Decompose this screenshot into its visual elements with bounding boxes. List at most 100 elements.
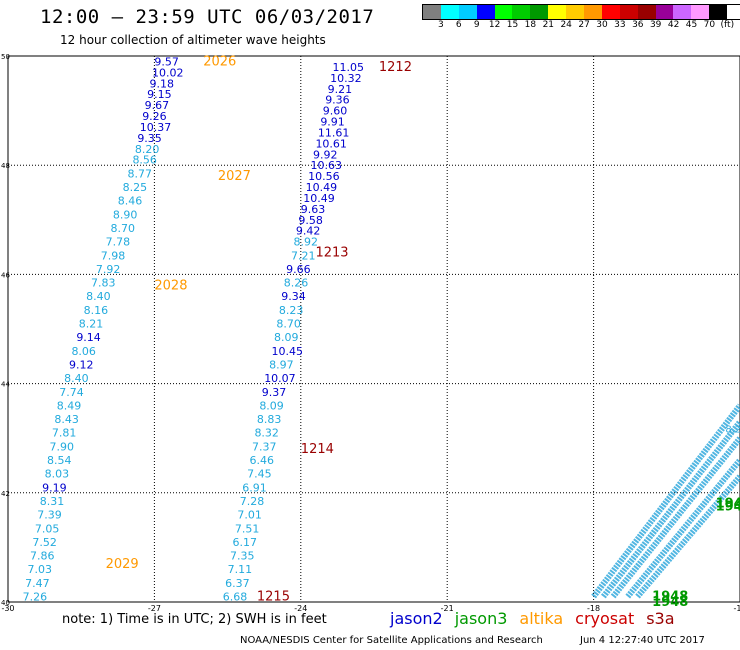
swh-value-label: 9.66 — [286, 263, 311, 276]
y-tick-label: 46 — [1, 271, 10, 279]
swh-value-label: 9.57 — [154, 55, 179, 68]
color-scale-label: 27 — [578, 20, 590, 30]
credit-line: NOAA/NESDIS Center for Satellite Applica… — [240, 635, 543, 646]
cycle-label: 2028 — [154, 278, 187, 293]
swh-value-label: 7.74 — [59, 386, 84, 399]
swh-value-label: 9.18 — [150, 77, 175, 90]
color-scale-label: 70 — [703, 20, 716, 30]
swh-value-label: 10.49 — [303, 192, 335, 205]
swh-value-label: 8.40 — [64, 372, 89, 385]
x-tick-label: -15 — [733, 604, 740, 613]
x-tick-label: -30 — [1, 604, 14, 613]
swh-value-label: 8.97 — [269, 358, 294, 371]
swh-value-label: 8.77 — [128, 167, 153, 180]
color-scale-label: 42 — [667, 20, 680, 30]
color-scale-label: 36 — [632, 20, 644, 30]
swh-value-label: 8.92 — [293, 236, 318, 249]
swh-value-label: 8.21 — [79, 318, 104, 331]
swh-value-label: 9.34 — [281, 290, 306, 303]
swh-value-label: 8.43 — [54, 413, 79, 426]
swh-value-label: 9.35 — [137, 132, 162, 145]
plot-frame — [7, 55, 740, 603]
swh-value-label: 8.06 — [71, 345, 96, 358]
color-scale-cell — [566, 5, 585, 19]
color-scale-label: (ft) — [720, 20, 735, 30]
x-tick-label: -21 — [441, 604, 454, 613]
color-scale-cell — [548, 5, 567, 19]
dense-track — [625, 458, 740, 599]
swh-value-label: 10.32 — [330, 72, 362, 85]
color-scale-cell — [440, 5, 459, 19]
swh-value-label: 8.16 — [84, 304, 109, 317]
generated-time: Jun 4 12:27:40 UTC 2017 — [580, 635, 705, 646]
color-scale-cell — [637, 5, 656, 19]
color-scale-label: 15 — [506, 20, 519, 30]
color-scale-label: 33 — [614, 20, 626, 30]
color-scale-label: 12 — [488, 20, 501, 30]
swh-value-label: 8.09 — [259, 399, 284, 412]
color-scale-cell — [494, 5, 513, 19]
color-scale-bar — [422, 4, 740, 20]
swh-value-label: 10.61 — [315, 137, 347, 150]
cycle-label: 1948 — [652, 595, 688, 610]
swh-value-label: 9.36 — [325, 94, 350, 107]
color-scale-label: 21 — [542, 20, 555, 30]
swh-value-label: 10.45 — [272, 345, 304, 358]
swh-value-label: 7.03 — [28, 563, 53, 576]
swh-value-label: 6.68 — [223, 591, 248, 604]
y-tick-label: 44 — [1, 381, 10, 389]
swh-value-label: 8.26 — [284, 277, 309, 290]
color-scale-cell — [727, 5, 740, 19]
swh-value-label: 9.58 — [298, 214, 323, 227]
swh-value-label: 9.21 — [328, 83, 353, 96]
swh-value-label: 7.45 — [247, 468, 272, 481]
cycle-label: 2029 — [106, 557, 139, 572]
color-scale-cell — [619, 5, 638, 19]
dense-track — [610, 436, 740, 599]
swh-value-label: 6.46 — [250, 454, 275, 467]
satellite-legend: jason2 jason3 altika cryosat s3a — [390, 609, 687, 628]
x-tick-label: -24 — [294, 604, 307, 613]
swh-value-label: 8.70 — [110, 222, 135, 235]
legend-s3a: s3a — [646, 609, 675, 628]
swh-value-label: 10.56 — [308, 170, 340, 183]
swh-value-label: 7.05 — [35, 522, 60, 535]
swh-value-label: 7.86 — [30, 550, 55, 563]
swh-value-label: 9.26 — [142, 110, 167, 123]
swh-value-label: 7.37 — [252, 440, 277, 453]
swh-value-label: 8.40 — [86, 290, 111, 303]
swh-value-label: 11.61 — [318, 126, 350, 139]
color-scale-label: 9 — [473, 20, 480, 30]
swh-value-label: 7.78 — [106, 236, 131, 249]
swh-value-label: 7.90 — [49, 440, 73, 453]
swh-value-label: 8.25 — [123, 181, 147, 194]
swh-value-label: 7.51 — [235, 522, 259, 535]
swh-value-label: 6.37 — [225, 577, 250, 590]
color-scale-label: 18 — [524, 20, 537, 30]
swh-value-label: 10.37 — [140, 121, 172, 134]
swh-value-label: 7.83 — [91, 277, 116, 290]
cycle-label: 2027 — [218, 169, 251, 184]
swh-value-label: 8.46 — [118, 195, 143, 208]
swh-value-label: 9.15 — [147, 88, 172, 101]
cycle-label: 1213 — [315, 246, 348, 261]
chart-subtitle: 12 hour collection of altimeter wave hei… — [60, 33, 326, 47]
cycle-label: 2026 — [203, 54, 236, 69]
color-scale-cell — [458, 5, 477, 19]
swh-value-label: 11.05 — [333, 61, 365, 74]
cycle-label: 1949 — [716, 497, 740, 512]
swh-value-label: 8.32 — [254, 427, 279, 440]
color-scale-labels: 3 6 9 12 15 18 21 24 27 30 33 36 39 42 45 70 (ft) — [422, 20, 740, 32]
swh-value-label: 10.07 — [264, 372, 296, 385]
swh-value-label: 7.01 — [237, 509, 261, 522]
swh-value-label: 7.47 — [25, 577, 50, 590]
legend-altika: altika — [519, 609, 564, 628]
y-tick-label: 50 — [1, 53, 10, 61]
color-scale-label: 45 — [685, 20, 698, 30]
swh-value-label: 7.26 — [23, 591, 48, 604]
color-scale-label: 3 — [438, 20, 444, 30]
swh-value-label: 8.70 — [276, 318, 301, 331]
swh-value-label: 7.21 — [291, 249, 316, 262]
swh-value-label: 6.91 — [242, 481, 266, 494]
